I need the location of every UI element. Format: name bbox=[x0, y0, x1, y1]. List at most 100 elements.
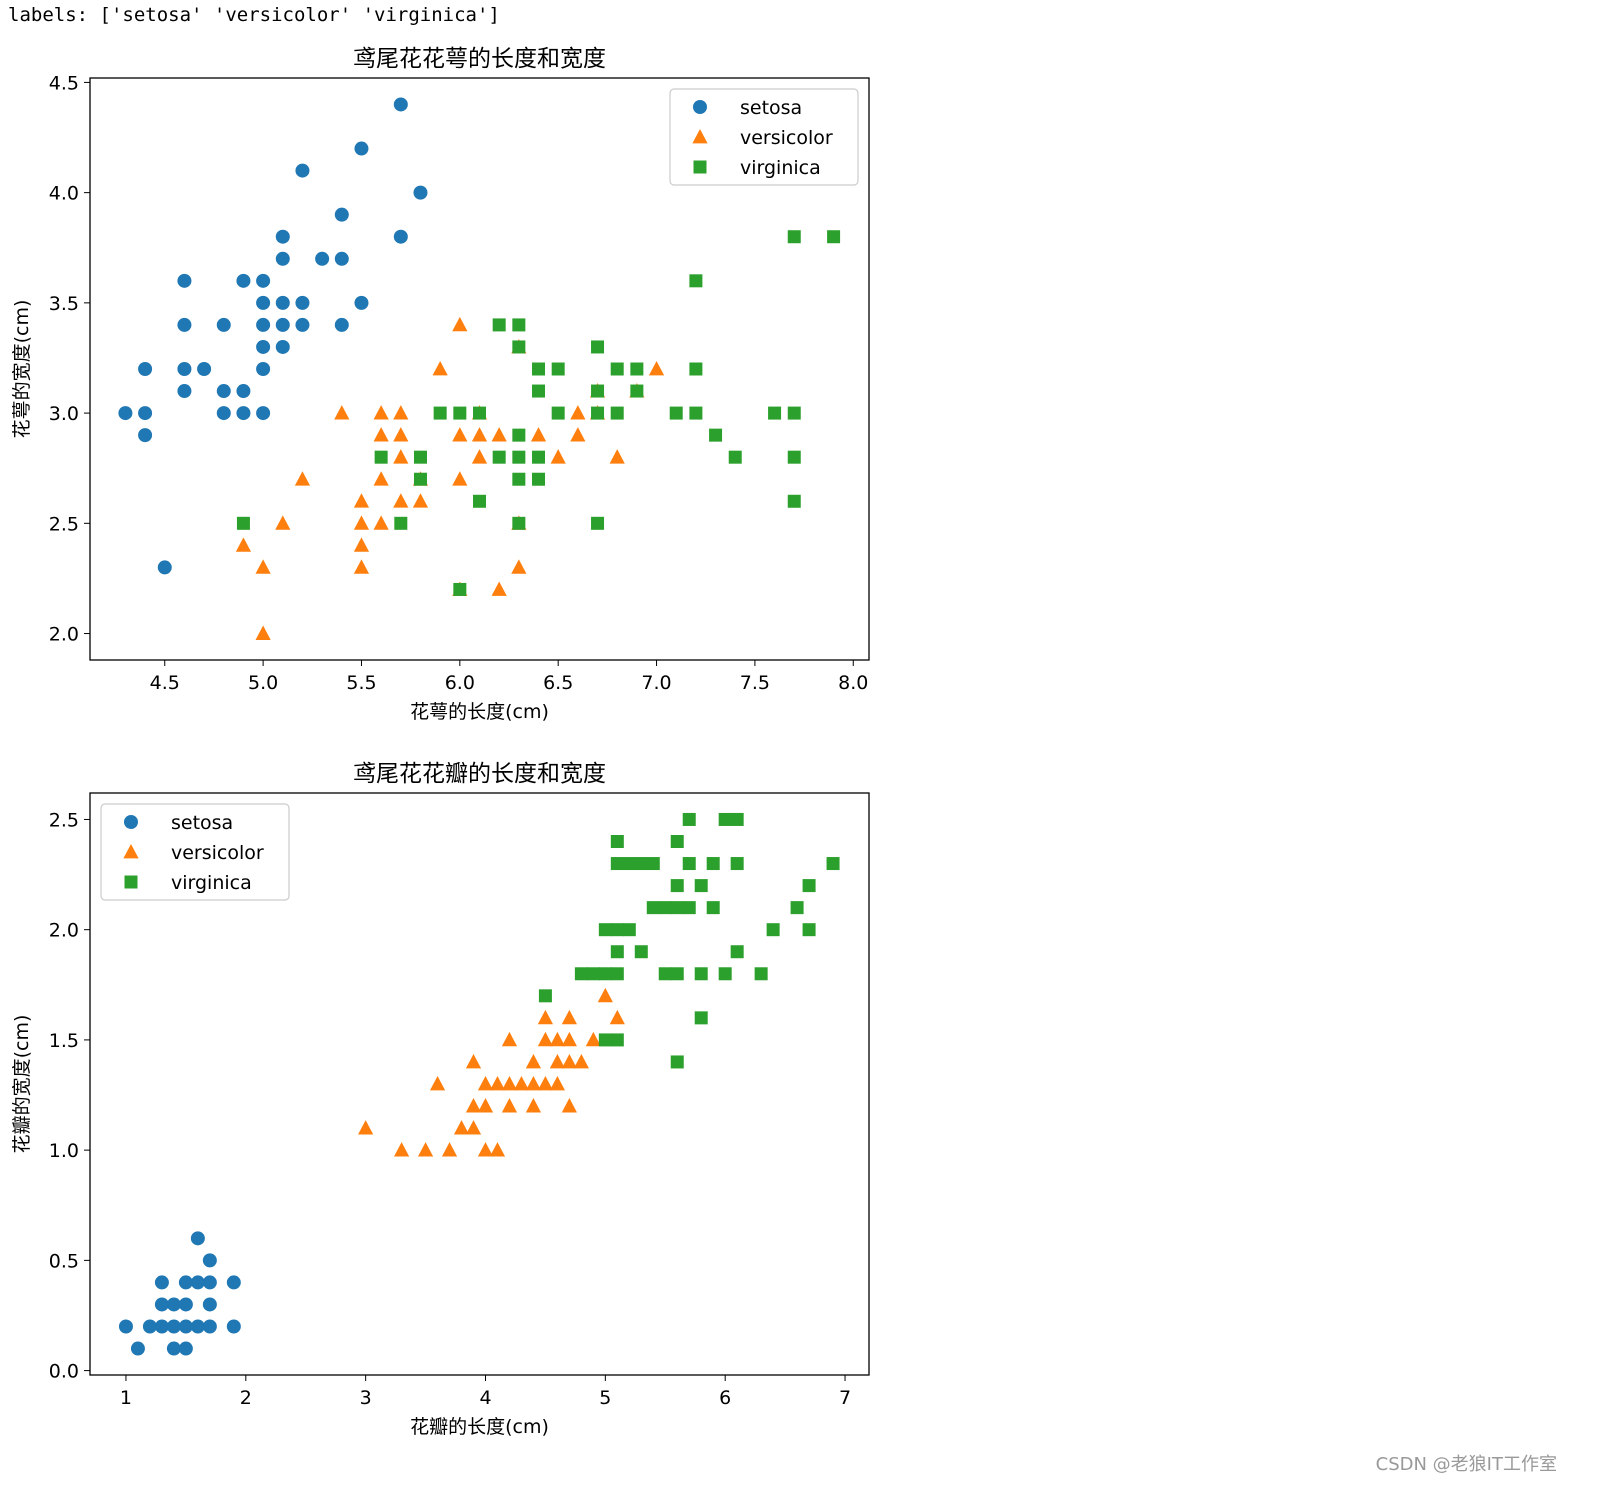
chart2-point-setosa bbox=[202, 1275, 217, 1290]
chart1-point-versicolor bbox=[412, 493, 429, 508]
chart2-point-setosa bbox=[142, 1319, 157, 1334]
chart2-point-virginica bbox=[694, 1011, 708, 1025]
chart2-point-virginica bbox=[790, 901, 804, 915]
chart1-point-setosa bbox=[275, 229, 290, 244]
chart2-axes-frame bbox=[89, 792, 870, 1376]
chart2-point-virginica bbox=[634, 857, 648, 871]
chart1-point-virginica bbox=[787, 230, 801, 244]
chart1-point-virginica bbox=[512, 472, 526, 486]
chart2-legend-marker-virginica bbox=[124, 875, 138, 889]
chart1-point-virginica bbox=[610, 406, 624, 420]
chart1-point-versicolor bbox=[393, 449, 409, 464]
chart2-point-virginica bbox=[658, 967, 672, 981]
chart2-point-setosa bbox=[226, 1319, 241, 1334]
chart2-ytick-label: 1.0 bbox=[49, 1140, 79, 1162]
chart1-point-virginica bbox=[630, 362, 644, 376]
chart1-point-setosa bbox=[275, 295, 290, 310]
chart2-ytick-label: 2.5 bbox=[49, 809, 79, 831]
chart2-legend-label-versicolor: versicolor bbox=[171, 842, 264, 864]
chart1-xtick-label: 5.5 bbox=[346, 672, 376, 694]
labels-output-line: labels: ['setosa' 'versicolor' 'virginic… bbox=[8, 4, 500, 26]
chart2-point-versicolor bbox=[561, 1031, 577, 1047]
chart2-xlabel: 花瓣的长度(cm) bbox=[410, 1416, 549, 1438]
chart2-point-setosa bbox=[178, 1341, 193, 1356]
chart2-point-virginica bbox=[670, 835, 684, 848]
chart2-point-virginica bbox=[670, 901, 684, 915]
chart2-legend-label-setosa: setosa bbox=[171, 812, 233, 834]
chart2-point-virginica bbox=[706, 901, 720, 915]
chart2-ytick-label: 2.0 bbox=[49, 920, 79, 942]
chart2-point-setosa bbox=[202, 1253, 217, 1268]
chart1-point-setosa bbox=[256, 295, 271, 310]
chart1-point-virginica bbox=[512, 318, 526, 332]
chart2-point-virginica bbox=[682, 901, 696, 915]
chart1-point-setosa bbox=[157, 560, 172, 575]
watermark: CSDN @老狼IT工作室 bbox=[1375, 1454, 1557, 1475]
chart2-point-virginica bbox=[694, 879, 708, 893]
chart2-point-setosa bbox=[178, 1297, 193, 1312]
chart1-legend-marker-virginica bbox=[693, 160, 707, 174]
chart1-xtick-label: 7.0 bbox=[641, 672, 671, 694]
chart1-point-versicolor bbox=[393, 427, 409, 442]
chart1-xtick-label: 5.0 bbox=[248, 672, 278, 694]
chart2-point-virginica bbox=[586, 967, 600, 981]
chart1-point-virginica bbox=[512, 340, 526, 354]
chart1-point-setosa bbox=[177, 362, 192, 376]
chart2-point-versicolor bbox=[525, 1053, 542, 1069]
chart2-point-setosa bbox=[166, 1319, 181, 1334]
chart1-ylabel: 花萼的宽度(cm) bbox=[11, 300, 33, 439]
chart1-point-versicolor bbox=[471, 427, 488, 442]
chart2-point-virginica bbox=[802, 923, 816, 937]
chart1-point-setosa bbox=[256, 362, 271, 376]
chart1-point-virginica bbox=[787, 494, 801, 508]
chart1-point-virginica bbox=[236, 516, 250, 530]
chart1-point-setosa bbox=[236, 273, 251, 288]
chart1-legend-label-virginica: virginica bbox=[740, 157, 821, 179]
chart2-point-versicolor bbox=[489, 1142, 506, 1157]
chart2-point-virginica bbox=[682, 857, 696, 871]
chart1-point-virginica bbox=[551, 362, 565, 376]
chart2-point-virginica bbox=[766, 923, 780, 937]
chart1-xtick-label: 7.5 bbox=[740, 672, 770, 694]
chart1-point-setosa bbox=[295, 295, 310, 310]
chart1-point-setosa bbox=[177, 317, 192, 332]
chart2-ytick-label: 0.0 bbox=[49, 1361, 79, 1383]
chart2-point-versicolor bbox=[477, 1098, 494, 1113]
chart1-point-setosa bbox=[216, 406, 231, 421]
chart2-legend bbox=[100, 803, 290, 901]
chart1-point-setosa bbox=[216, 317, 231, 332]
chart1-point-versicolor bbox=[491, 427, 507, 442]
chart1-point-virginica bbox=[473, 406, 486, 420]
chart1-point-versicolor bbox=[353, 537, 370, 552]
chart2-point-virginica bbox=[670, 1055, 684, 1069]
chart2-point-versicolor bbox=[537, 1009, 554, 1025]
chart2-point-versicolor bbox=[465, 1120, 482, 1135]
chart1-point-versicolor bbox=[491, 581, 507, 596]
chart2-xtick-label: 6 bbox=[719, 1387, 731, 1409]
chart2-point-virginica bbox=[574, 967, 588, 981]
chart1-legend-label-setosa: setosa bbox=[740, 97, 802, 119]
chart2-point-setosa bbox=[130, 1341, 145, 1356]
chart1-point-virginica bbox=[689, 274, 703, 288]
chart2-point-versicolor bbox=[417, 1142, 434, 1157]
chart1-point-virginica bbox=[532, 450, 546, 464]
chart2-point-virginica bbox=[754, 967, 768, 981]
chart2-point-virginica bbox=[802, 879, 816, 893]
chart1-axes-frame bbox=[89, 77, 870, 661]
chart1-ytick-label: 2.5 bbox=[49, 513, 79, 535]
chart1-point-virginica bbox=[532, 384, 546, 398]
chart1-point-virginica bbox=[413, 450, 427, 464]
chart2-point-versicolor bbox=[561, 1009, 577, 1025]
chart1-point-virginica bbox=[473, 494, 486, 508]
chart2-xtick-label: 7 bbox=[839, 1387, 851, 1409]
chart1-point-setosa bbox=[315, 251, 330, 266]
chart2-point-setosa bbox=[166, 1341, 181, 1356]
chart1-point-setosa bbox=[138, 362, 153, 376]
chart2-point-virginica bbox=[538, 989, 552, 1003]
chart1-point-versicolor bbox=[255, 559, 271, 574]
chart2-point-virginica bbox=[670, 879, 684, 893]
chart2-point-setosa bbox=[154, 1297, 169, 1312]
chart1-point-setosa bbox=[118, 406, 133, 421]
chart2-xtick-label: 4 bbox=[479, 1387, 491, 1409]
chart1-point-versicolor bbox=[648, 361, 665, 376]
